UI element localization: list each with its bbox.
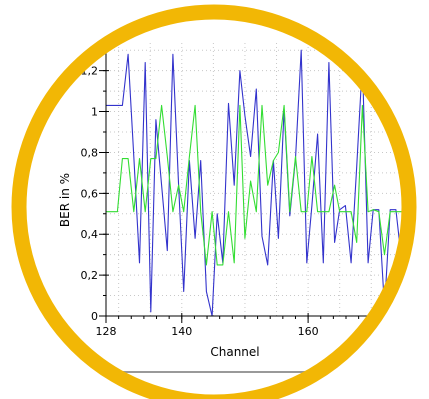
y-tick-label: 0,6 xyxy=(81,187,99,200)
y-tick-label: 0,8 xyxy=(81,146,99,159)
x-tick-label: 128 xyxy=(96,325,117,338)
series-line-1 xyxy=(106,49,406,316)
x-tick-label: 140 xyxy=(171,325,192,338)
highlight-ring xyxy=(11,4,417,399)
x-axis-label: Channel xyxy=(210,345,259,359)
x-tick-label: 160 xyxy=(298,325,319,338)
y-tick-label: 0,4 xyxy=(81,228,99,241)
y-axis-label: BER in % xyxy=(58,173,72,227)
y-tick-label: 1 xyxy=(91,106,98,119)
y-tick-label: 0 xyxy=(91,310,98,323)
series-line-2 xyxy=(106,104,406,266)
series-group xyxy=(106,49,406,316)
y-tick-label: 0,2 xyxy=(81,269,99,282)
